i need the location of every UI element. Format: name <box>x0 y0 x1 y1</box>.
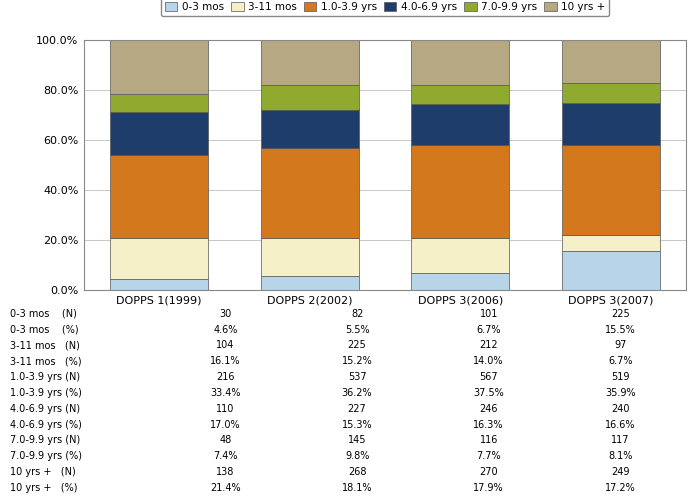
Text: 7.0-9.9 yrs (%): 7.0-9.9 yrs (%) <box>10 451 83 461</box>
Text: 7.0-9.9 yrs (N): 7.0-9.9 yrs (N) <box>10 436 80 446</box>
Text: 117: 117 <box>611 436 629 446</box>
Text: 4.6%: 4.6% <box>214 324 238 334</box>
Text: 225: 225 <box>611 308 629 318</box>
Text: 212: 212 <box>480 340 498 350</box>
Bar <box>412 144 509 238</box>
Bar <box>562 83 659 103</box>
Text: 21.4%: 21.4% <box>210 483 241 493</box>
Bar <box>261 85 358 110</box>
Bar <box>261 148 358 238</box>
Text: 35.9%: 35.9% <box>605 388 636 398</box>
Text: 48: 48 <box>219 436 232 446</box>
Text: 33.4%: 33.4% <box>210 388 241 398</box>
Text: 18.1%: 18.1% <box>342 483 372 493</box>
Bar <box>111 94 208 112</box>
Text: 138: 138 <box>216 467 235 477</box>
Text: 16.3%: 16.3% <box>473 420 504 430</box>
Text: 82: 82 <box>351 308 363 318</box>
Text: 270: 270 <box>480 467 498 477</box>
Text: 4.0-6.9 yrs (%): 4.0-6.9 yrs (%) <box>10 420 83 430</box>
Text: 17.0%: 17.0% <box>210 420 241 430</box>
Text: 15.2%: 15.2% <box>342 356 372 366</box>
Bar <box>412 238 509 273</box>
Text: 519: 519 <box>611 372 629 382</box>
Text: 9.8%: 9.8% <box>345 451 370 461</box>
Bar <box>562 40 659 83</box>
Text: 5.5%: 5.5% <box>345 324 370 334</box>
Bar <box>412 84 509 104</box>
Bar <box>111 238 208 279</box>
Bar <box>111 40 208 94</box>
Bar <box>412 273 509 290</box>
Text: 1.0-3.9 yrs (%): 1.0-3.9 yrs (%) <box>10 388 83 398</box>
Text: 110: 110 <box>216 404 235 413</box>
Text: 10 yrs +   (%): 10 yrs + (%) <box>10 483 78 493</box>
Text: 17.2%: 17.2% <box>605 483 636 493</box>
Bar <box>111 278 208 290</box>
Text: 30: 30 <box>219 308 232 318</box>
Bar <box>562 251 659 290</box>
Bar <box>412 104 509 144</box>
Text: 14.0%: 14.0% <box>473 356 504 366</box>
Text: 15.5%: 15.5% <box>605 324 636 334</box>
Bar <box>562 104 659 145</box>
Text: 37.5%: 37.5% <box>473 388 504 398</box>
Text: 216: 216 <box>216 372 235 382</box>
Bar <box>111 155 208 238</box>
Bar <box>261 110 358 148</box>
Text: 0-3 mos    (N): 0-3 mos (N) <box>10 308 78 318</box>
Bar <box>261 238 358 276</box>
Text: 4.0-6.9 yrs (N): 4.0-6.9 yrs (N) <box>10 404 80 413</box>
Legend: 0-3 mos, 3-11 mos, 1.0-3.9 yrs, 4.0-6.9 yrs, 7.0-9.9 yrs, 10 yrs +: 0-3 mos, 3-11 mos, 1.0-3.9 yrs, 4.0-6.9 … <box>161 0 609 16</box>
Text: 567: 567 <box>480 372 498 382</box>
Text: 36.2%: 36.2% <box>342 388 372 398</box>
Text: 15.3%: 15.3% <box>342 420 372 430</box>
Text: 268: 268 <box>348 467 366 477</box>
Text: 8.1%: 8.1% <box>608 451 632 461</box>
Text: 537: 537 <box>348 372 366 382</box>
Text: 6.7%: 6.7% <box>608 356 633 366</box>
Text: 145: 145 <box>348 436 366 446</box>
Text: 10 yrs +   (N): 10 yrs + (N) <box>10 467 76 477</box>
Text: 225: 225 <box>348 340 367 350</box>
Text: 16.6%: 16.6% <box>605 420 636 430</box>
Text: 249: 249 <box>611 467 629 477</box>
Bar <box>261 40 358 85</box>
Text: 3-11 mos   (%): 3-11 mos (%) <box>10 356 82 366</box>
Bar <box>412 40 509 84</box>
Text: 6.7%: 6.7% <box>477 324 501 334</box>
Text: 104: 104 <box>216 340 235 350</box>
Text: 116: 116 <box>480 436 498 446</box>
Text: 7.7%: 7.7% <box>477 451 501 461</box>
Bar <box>261 276 358 290</box>
Text: 101: 101 <box>480 308 498 318</box>
Text: 7.4%: 7.4% <box>214 451 238 461</box>
Bar <box>111 112 208 155</box>
Text: 246: 246 <box>480 404 498 413</box>
Text: 0-3 mos    (%): 0-3 mos (%) <box>10 324 79 334</box>
Text: 227: 227 <box>348 404 367 413</box>
Bar <box>562 234 659 251</box>
Text: 3-11 mos   (N): 3-11 mos (N) <box>10 340 80 350</box>
Text: 1.0-3.9 yrs (N): 1.0-3.9 yrs (N) <box>10 372 80 382</box>
Text: 16.1%: 16.1% <box>210 356 241 366</box>
Text: 17.9%: 17.9% <box>473 483 504 493</box>
Bar <box>562 145 659 234</box>
Text: 97: 97 <box>614 340 626 350</box>
Text: 240: 240 <box>611 404 629 413</box>
